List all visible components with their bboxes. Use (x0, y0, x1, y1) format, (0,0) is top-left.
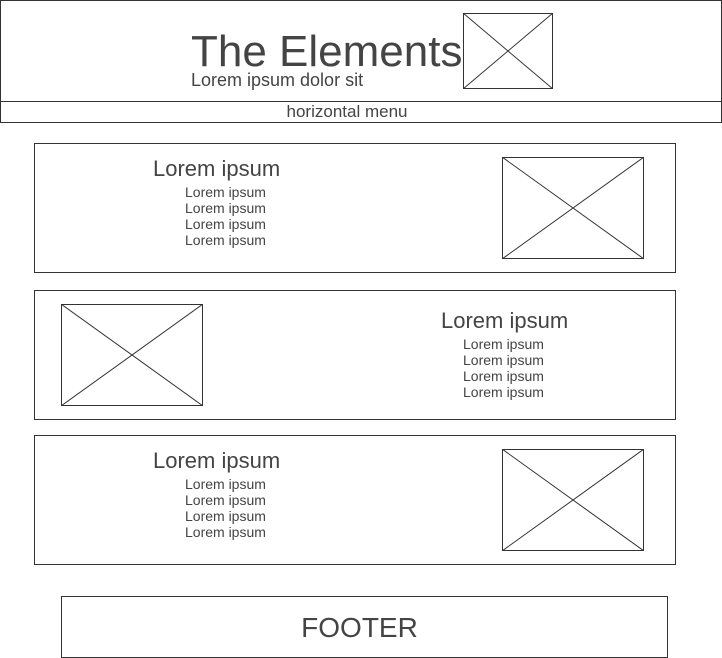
logo-image-placeholder (463, 13, 553, 89)
section-2-list-item: Lorem ipsum (463, 336, 544, 352)
content-section-1 (34, 143, 676, 273)
page-title: The Elements (191, 27, 463, 76)
section-2-list-item: Lorem ipsum (463, 368, 544, 384)
section-3-list-item: Lorem ipsum (185, 492, 266, 508)
section-3-heading: Lorem ipsum (153, 448, 281, 473)
content-section-3 (34, 435, 676, 565)
footer-label: FOOTER (301, 612, 418, 643)
section-1-list-item: Lorem ipsum (185, 200, 266, 216)
section-3-list-item: Lorem ipsum (185, 524, 266, 540)
section-1-list-item: Lorem ipsum (185, 232, 266, 248)
section-3-list-item: Lorem ipsum (185, 508, 266, 524)
section-3-image-placeholder (502, 449, 644, 551)
section-1-list-item: Lorem ipsum (185, 184, 266, 200)
section-1-heading: Lorem ipsum (153, 156, 281, 181)
section-2-heading: Lorem ipsum (441, 308, 569, 333)
section-2-image-placeholder (61, 304, 203, 406)
page-subtitle: Lorem ipsum dolor sit (191, 70, 364, 90)
section-2-list-item: Lorem ipsum (463, 384, 544, 400)
section-2-list-item: Lorem ipsum (463, 352, 544, 368)
section-1-list-item: Lorem ipsum (185, 216, 266, 232)
section-1-image-placeholder (502, 157, 644, 259)
horizontal-menu-label[interactable]: horizontal menu (286, 102, 408, 121)
content-section-2 (34, 290, 676, 420)
section-3-list-item: Lorem ipsum (185, 476, 266, 492)
